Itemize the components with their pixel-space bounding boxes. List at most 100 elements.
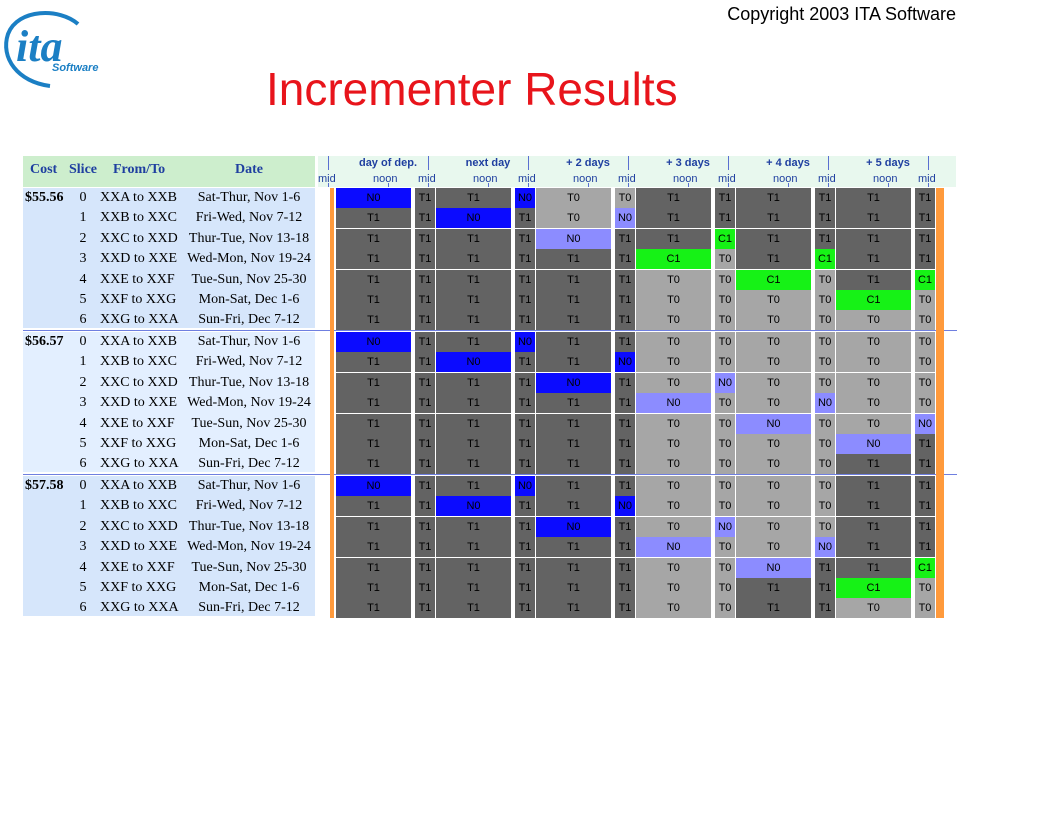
table-row: 1 XXB to XXC Fri-Wed, Nov 7-12	[23, 208, 315, 228]
day-separator	[728, 156, 729, 170]
slice-number: 6	[79, 456, 87, 472]
fare-cell: T1	[615, 413, 635, 434]
time-tick	[928, 183, 929, 187]
route: XXB to XXC	[100, 498, 178, 514]
fare-cell: T1	[436, 269, 511, 290]
fare-cell: T0	[636, 516, 711, 537]
fare-cell: T0	[715, 434, 735, 454]
fare-cell: T0	[915, 598, 935, 619]
fare-cell: T0	[815, 290, 835, 310]
fare-cell: N0	[515, 332, 535, 352]
fare-cell: N0	[736, 557, 811, 578]
fare-cell: T0	[815, 332, 835, 352]
fare-cell: N0	[336, 332, 411, 352]
slice-number: 3	[79, 251, 87, 267]
slice-number: 2	[79, 374, 87, 390]
slice-number: 5	[79, 580, 87, 595]
fare-cell: T1	[536, 352, 611, 373]
route: XXA to XXB	[100, 478, 178, 493]
fare-cell: T1	[615, 476, 635, 496]
date-range: Mon-Sat, Dec 1-6	[198, 580, 300, 595]
date-range: Wed-Mon, Nov 19-24	[187, 251, 311, 267]
fare-cell: T1	[415, 434, 435, 454]
fare-cell: T1	[436, 310, 511, 331]
fare-cell: T1	[436, 249, 511, 270]
table-row: 4 XXE to XXF Tue-Sun, Nov 25-30	[23, 414, 315, 434]
table-row: 3 XXD to XXE Wed-Mon, Nov 19-24	[23, 537, 315, 557]
fare-cell: T1	[915, 454, 935, 475]
time-tick	[828, 183, 829, 187]
route: XXD to XXE	[100, 395, 177, 411]
trip-boundary-line	[936, 188, 944, 618]
slice-number: 2	[79, 230, 87, 246]
price-group: $55.56 0 XXA to XXB Sat-Thur, Nov 1-6 1 XXB t…	[23, 188, 315, 328]
fare-cell: T1	[536, 454, 611, 475]
fare-cell: T1	[336, 496, 411, 517]
date-range: Sat-Thur, Nov 1-6	[197, 190, 301, 205]
slice-number: 0	[79, 478, 87, 493]
fare-cell: T1	[536, 269, 611, 290]
day-header-label: + 3 days	[666, 157, 710, 169]
fare-cell: T1	[515, 516, 535, 537]
fare-cell: T1	[415, 332, 435, 352]
fare-cell: T1	[536, 578, 611, 598]
fare-cell: N0	[815, 393, 835, 414]
fare-cell: C1	[915, 557, 935, 578]
fare-cell: T1	[836, 557, 911, 578]
fare-cell: N0	[536, 228, 611, 249]
fare-cell: T1	[415, 208, 435, 229]
column-header-from-to: From/To	[113, 162, 166, 177]
fare-cell: T0	[736, 332, 811, 352]
copyright-text: Copyright 2003 ITA Software	[727, 4, 956, 24]
fare-cell: T1	[336, 393, 411, 414]
time-tick	[388, 183, 389, 187]
slice-number: 3	[79, 395, 87, 411]
day-separator	[428, 156, 429, 170]
date-range: Thur-Tue, Nov 13-18	[188, 518, 310, 534]
column-header-cost: Cost	[30, 162, 58, 177]
time-label-noon: noon	[673, 173, 698, 185]
time-tick	[688, 183, 689, 187]
fare-cell: T1	[515, 393, 535, 414]
fare-cell: T0	[536, 188, 611, 208]
table-row: 6 XXG to XXA Sun-Fri, Dec 7-12	[23, 310, 315, 330]
fare-cell: T1	[436, 454, 511, 475]
fare-cell: T1	[336, 249, 411, 270]
fare-cell: T0	[815, 372, 835, 393]
fare-cell: N0	[736, 413, 811, 434]
date-range: Tue-Sun, Nov 25-30	[191, 415, 307, 431]
date-range: Wed-Mon, Nov 19-24	[187, 395, 311, 411]
table-row: 5 XXF to XXG Mon-Sat, Dec 1-6	[23, 434, 315, 454]
date-range: Sat-Thur, Nov 1-6	[197, 478, 301, 493]
fare-cell: T1	[436, 476, 511, 496]
fare-cell: T1	[815, 598, 835, 619]
slice-number: 6	[79, 312, 87, 328]
fare-cell: T1	[615, 332, 635, 352]
fare-cell: T0	[715, 413, 735, 434]
fare-cell: T1	[915, 537, 935, 558]
fare-cell: T1	[415, 454, 435, 475]
fare-cell: T1	[615, 598, 635, 619]
date-range: Sat-Thur, Nov 1-6	[197, 334, 301, 349]
table-row: 2 XXC to XXD Thur-Tue, Nov 13-18	[23, 517, 315, 537]
fare-cell: T0	[715, 496, 735, 517]
fare-cell: T1	[436, 332, 511, 352]
fare-cell: T1	[715, 188, 735, 208]
fare-cell: T1	[836, 454, 911, 475]
fare-cell: T1	[415, 598, 435, 619]
fare-cell: N0	[436, 352, 511, 373]
fare-cell: N0	[915, 413, 935, 434]
day-header-label: + 5 days	[866, 157, 910, 169]
table-row: 5 XXF to XXG Mon-Sat, Dec 1-6	[23, 578, 315, 598]
fare-cell: T0	[715, 310, 735, 331]
fare-cell: T1	[515, 413, 535, 434]
time-label-mid: mid	[318, 173, 336, 185]
cost-value: $55.56	[25, 190, 64, 205]
fare-cell: T0	[736, 476, 811, 496]
fare-cell: T1	[536, 557, 611, 578]
day-separator	[528, 156, 529, 170]
fare-cell: T0	[815, 516, 835, 537]
fare-cell: T0	[715, 454, 735, 475]
route: XXF to XXG	[100, 292, 177, 307]
date-range: Tue-Sun, Nov 25-30	[191, 271, 307, 287]
